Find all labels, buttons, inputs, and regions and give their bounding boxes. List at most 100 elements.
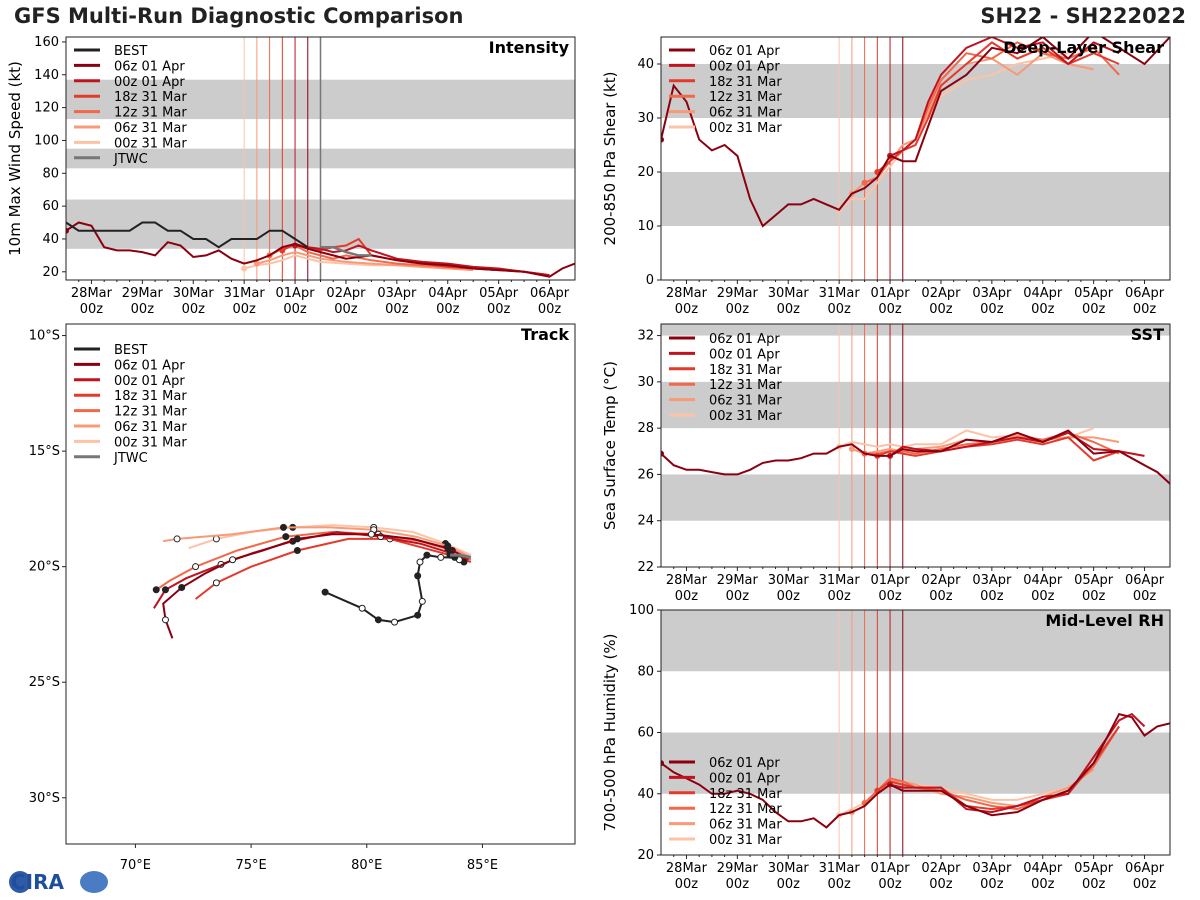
series-line-06z-01-apr xyxy=(66,221,575,278)
y-axis-label: 700-500 hPa Humidity (%) xyxy=(601,633,619,831)
chart-title: Deep-Layer Shear xyxy=(1003,38,1164,57)
track-point xyxy=(173,535,181,543)
x-tick-hour: 00z xyxy=(538,302,562,317)
y-tick-label: 20 xyxy=(637,165,654,180)
page-title: GFS Multi-Run Diagnostic Comparison xyxy=(14,4,464,28)
series-line-06z-31-mar xyxy=(256,251,474,272)
best-track-point xyxy=(423,551,431,559)
legend-label: 00z 01 Apr xyxy=(709,59,780,74)
x-tick-date: 05Apr xyxy=(1074,286,1114,301)
best-track-point xyxy=(414,611,422,619)
best-track-point xyxy=(437,553,445,561)
legend-label: 00z 31 Mar xyxy=(709,409,782,424)
series-init-point xyxy=(661,760,664,767)
track-point xyxy=(152,586,160,594)
x-tick-hour: 00z xyxy=(878,877,902,892)
y-tick-label: 26 xyxy=(637,467,654,482)
y-tick-label: 30°S xyxy=(29,791,60,806)
legend-label: BEST xyxy=(114,343,147,358)
x-tick-hour: 00z xyxy=(1031,302,1055,317)
x-tick-hour: 00z xyxy=(1082,589,1106,604)
track-point xyxy=(178,583,186,591)
legend-label: 12z 31 Mar xyxy=(709,90,782,105)
series-line-18z-31-mar xyxy=(876,436,1120,462)
x-tick-date: 06Apr xyxy=(1125,286,1165,301)
series-group xyxy=(661,37,1170,228)
x-tick-date: 28Mar xyxy=(71,286,113,301)
y-tick-label: 32 xyxy=(637,329,654,344)
best-track-point xyxy=(374,616,382,624)
y-tick-label: 80 xyxy=(637,664,654,679)
legend-label: 06z 01 Apr xyxy=(709,756,780,771)
x-tick-hour: 00z xyxy=(777,589,801,604)
x-tick-hour: 00z xyxy=(385,302,409,317)
x-tick-hour: 00z xyxy=(878,302,902,317)
series-line-00z-01-apr xyxy=(889,37,1120,157)
x-tick-date: 30Mar xyxy=(768,286,810,301)
y-tick-label: 20 xyxy=(42,265,59,280)
legend-label: JTWC xyxy=(113,152,148,167)
x-tick-hour: 00z xyxy=(827,302,851,317)
y-tick-label: 20 xyxy=(637,848,654,863)
track-point xyxy=(444,544,452,552)
legend-label: 06z 31 Mar xyxy=(114,121,187,136)
y-tick-label: 60 xyxy=(42,199,59,214)
x-tick-date: 30Mar xyxy=(768,861,810,876)
x-tick-hour: 00z xyxy=(980,877,1004,892)
legend-label: 06z 31 Mar xyxy=(709,394,782,409)
jtwc-line xyxy=(320,245,372,257)
legend-label: 00z 01 Apr xyxy=(114,75,185,90)
track-point xyxy=(212,579,220,587)
series-line-06z-01-apr xyxy=(661,429,1170,485)
track-point xyxy=(279,523,287,531)
x-tick-date: 01Apr xyxy=(871,286,911,301)
x-tick-hour: 00z xyxy=(777,877,801,892)
x-tick-date: 03Apr xyxy=(972,573,1012,588)
legend-label: 12z 31 Mar xyxy=(709,378,782,393)
y-tick-label: 100 xyxy=(34,133,59,148)
y-axis-label: 10m Max Wind Speed (kt) xyxy=(6,61,24,256)
y-tick-label: 100 xyxy=(629,603,654,618)
shade-band xyxy=(661,732,1170,794)
y-tick-label: 40 xyxy=(637,57,654,72)
x-tick-hour: 00z xyxy=(283,302,307,317)
legend-label: 06z 31 Mar xyxy=(709,106,782,121)
x-tick-date: 29Mar xyxy=(122,286,164,301)
x-tick-hour: 00z xyxy=(675,589,699,604)
series-init-point xyxy=(661,136,664,143)
x-tick-hour: 00z xyxy=(436,302,460,317)
x-tick-hour: 00z xyxy=(929,302,953,317)
series-group xyxy=(661,712,1170,829)
best-track-point xyxy=(321,588,329,596)
track-point xyxy=(229,556,237,564)
x-tick-hour: 00z xyxy=(1082,877,1106,892)
legend-label: JTWC xyxy=(113,451,148,466)
legend-label: 06z 01 Apr xyxy=(114,358,185,373)
series-group xyxy=(66,221,575,278)
legend-label: 12z 31 Mar xyxy=(114,106,187,121)
x-tick-date: 04Apr xyxy=(1023,861,1063,876)
series-init-point xyxy=(253,260,260,267)
best-track-point xyxy=(358,604,366,612)
track-point xyxy=(212,535,220,543)
chart-intensity: 2040608010012014016028Mar00z29Mar00z30Ma… xyxy=(6,35,576,317)
legend-label: 00z 31 Mar xyxy=(709,121,782,136)
y-tick-label: 40 xyxy=(637,787,654,802)
y-tick-label: 10°S xyxy=(29,329,60,344)
x-tick-date: 28Mar xyxy=(666,573,708,588)
track-line-06z-31-mar xyxy=(163,526,472,559)
x-tick-hour: 00z xyxy=(777,302,801,317)
x-tick-date: 28Mar xyxy=(666,861,708,876)
shade-band xyxy=(661,324,1170,336)
x-tick-hour: 00z xyxy=(827,589,851,604)
logo-text: CIRA xyxy=(11,870,65,894)
best-track-point xyxy=(416,558,424,566)
x-tick-date: 01Apr xyxy=(276,286,316,301)
best-track-point xyxy=(391,618,399,626)
x-tick-label: 80°E xyxy=(351,858,382,873)
x-tick-hour: 00z xyxy=(1133,877,1157,892)
y-tick-label: 60 xyxy=(637,726,654,741)
x-tick-hour: 00z xyxy=(726,877,750,892)
